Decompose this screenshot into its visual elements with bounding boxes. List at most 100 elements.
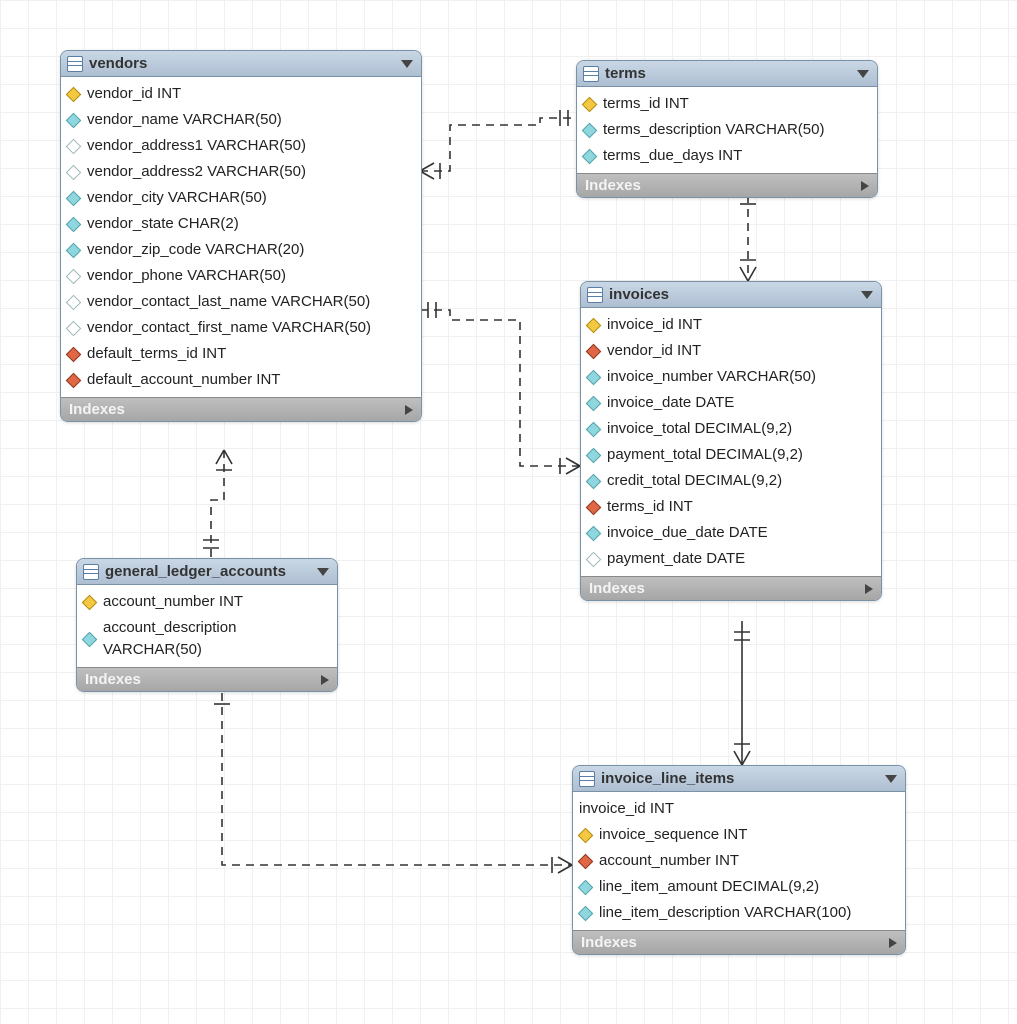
column-row[interactable]: invoice_id INT — [579, 796, 899, 822]
table-header-lineitems[interactable]: invoice_line_items — [573, 766, 905, 792]
column-row[interactable]: payment_total DECIMAL(9,2) — [587, 442, 875, 468]
attr-null-icon — [66, 268, 82, 284]
column-row[interactable]: invoice_number VARCHAR(50) — [587, 364, 875, 390]
column-row[interactable]: vendor_id INT — [587, 338, 875, 364]
column-row[interactable]: credit_total DECIMAL(9,2) — [587, 468, 875, 494]
column-label: vendor_contact_last_name VARCHAR(50) — [87, 291, 370, 313]
table-title: invoice_line_items — [601, 770, 734, 787]
column-row[interactable]: invoice_date DATE — [587, 390, 875, 416]
table-icon — [83, 564, 99, 580]
indexes-bar[interactable]: Indexes — [573, 930, 905, 954]
column-row[interactable]: vendor_state CHAR(2) — [67, 211, 415, 237]
column-row[interactable]: vendor_name VARCHAR(50) — [67, 107, 415, 133]
column-row[interactable]: invoice_total DECIMAL(9,2) — [587, 416, 875, 442]
columns-lineitems: invoice_id INTinvoice_sequence INTaccoun… — [573, 792, 905, 930]
column-row[interactable]: invoice_due_date DATE — [587, 520, 875, 546]
indexes-bar[interactable]: Indexes — [77, 667, 337, 691]
column-label: vendor_phone VARCHAR(50) — [87, 265, 286, 287]
column-row[interactable]: vendor_contact_first_name VARCHAR(50) — [67, 315, 415, 341]
column-row[interactable]: vendor_contact_last_name VARCHAR(50) — [67, 289, 415, 315]
column-row[interactable]: terms_description VARCHAR(50) — [583, 117, 871, 143]
table-icon — [583, 66, 599, 82]
column-label: payment_date DATE — [607, 548, 745, 570]
fk-icon — [66, 372, 82, 388]
column-row[interactable]: account_description VARCHAR(50) — [83, 615, 331, 663]
attr-icon — [66, 242, 82, 258]
attr-icon — [578, 879, 594, 895]
column-row[interactable]: vendor_id INT — [67, 81, 415, 107]
table-terms[interactable]: terms terms_id INTterms_description VARC… — [576, 60, 878, 198]
attr-icon — [578, 905, 594, 921]
column-label: invoice_total DECIMAL(9,2) — [607, 418, 792, 440]
table-header-terms[interactable]: terms — [577, 61, 877, 87]
column-row[interactable]: default_terms_id INT — [67, 341, 415, 367]
column-label: vendor_state CHAR(2) — [87, 213, 239, 235]
column-row[interactable]: account_number INT — [83, 589, 331, 615]
column-label: account_number INT — [599, 850, 739, 872]
column-label: invoice_number VARCHAR(50) — [607, 366, 816, 388]
attr-icon — [66, 112, 82, 128]
table-vendors[interactable]: vendors vendor_id INT vendor_name VARCHAR… — [60, 50, 422, 422]
attr-null-icon — [66, 320, 82, 336]
collapse-icon[interactable] — [317, 568, 329, 576]
column-label: line_item_amount DECIMAL(9,2) — [599, 876, 819, 898]
column-row[interactable]: line_item_amount DECIMAL(9,2) — [579, 874, 899, 900]
column-row[interactable]: invoice_sequence INT — [579, 822, 899, 848]
table-header-gla[interactable]: general_ledger_accounts — [77, 559, 337, 585]
expand-icon[interactable] — [865, 584, 873, 594]
column-row[interactable]: terms_id INT — [583, 91, 871, 117]
columns-vendors: vendor_id INT vendor_name VARCHAR(50) vend… — [61, 77, 421, 397]
column-row[interactable]: invoice_id INT — [587, 312, 875, 338]
column-row[interactable]: vendor_zip_code VARCHAR(20) — [67, 237, 415, 263]
expand-icon[interactable] — [405, 405, 413, 415]
column-label: account_description VARCHAR(50) — [103, 617, 331, 661]
indexes-label: Indexes — [589, 580, 645, 597]
column-row[interactable]: vendor_city VARCHAR(50) — [67, 185, 415, 211]
indexes-bar[interactable]: Indexes — [581, 576, 881, 600]
table-general-ledger-accounts[interactable]: general_ledger_accounts account_number I… — [76, 558, 338, 692]
attr-icon — [82, 631, 98, 647]
pk-icon — [578, 827, 594, 843]
attr-null-icon — [66, 294, 82, 310]
table-title: terms — [605, 65, 646, 82]
table-header-invoices[interactable]: invoices — [581, 282, 881, 308]
table-invoice-line-items[interactable]: invoice_line_items invoice_id INTinvoice… — [572, 765, 906, 955]
column-label: default_terms_id INT — [87, 343, 226, 365]
attr-icon — [582, 122, 598, 138]
collapse-icon[interactable] — [401, 60, 413, 68]
collapse-icon[interactable] — [885, 775, 897, 783]
indexes-label: Indexes — [69, 401, 125, 418]
collapse-icon[interactable] — [861, 291, 873, 299]
table-header-vendors[interactable]: vendors — [61, 51, 421, 77]
columns-gla: account_number INTaccount_description VA… — [77, 585, 337, 667]
column-row[interactable]: terms_due_days INT — [583, 143, 871, 169]
table-invoices[interactable]: invoices invoice_id INTvendor_id INTinvo… — [580, 281, 882, 601]
column-label: terms_description VARCHAR(50) — [603, 119, 824, 141]
column-label: default_account_number INT — [87, 369, 280, 391]
column-row[interactable]: terms_id INT — [587, 494, 875, 520]
indexes-bar[interactable]: Indexes — [61, 397, 421, 421]
column-row[interactable]: default_account_number INT — [67, 367, 415, 393]
attr-icon — [586, 395, 602, 411]
column-row[interactable]: payment_date DATE — [587, 546, 875, 572]
attr-icon — [586, 473, 602, 489]
pk-icon — [582, 96, 598, 112]
column-label: vendor_address2 VARCHAR(50) — [87, 161, 306, 183]
table-title: vendors — [89, 55, 147, 72]
column-label: vendor_name VARCHAR(50) — [87, 109, 282, 131]
column-row[interactable]: vendor_phone VARCHAR(50) — [67, 263, 415, 289]
column-row[interactable]: vendor_address2 VARCHAR(50) — [67, 159, 415, 185]
column-row[interactable]: vendor_address1 VARCHAR(50) — [67, 133, 415, 159]
column-label: payment_total DECIMAL(9,2) — [607, 444, 803, 466]
expand-icon[interactable] — [889, 938, 897, 948]
column-label: invoice_due_date DATE — [607, 522, 768, 544]
collapse-icon[interactable] — [857, 70, 869, 78]
expand-icon[interactable] — [861, 181, 869, 191]
indexes-bar[interactable]: Indexes — [577, 173, 877, 197]
attr-icon — [586, 447, 602, 463]
column-label: vendor_id INT — [87, 83, 181, 105]
column-row[interactable]: account_number INT — [579, 848, 899, 874]
column-label: vendor_address1 VARCHAR(50) — [87, 135, 306, 157]
expand-icon[interactable] — [321, 675, 329, 685]
column-row[interactable]: line_item_description VARCHAR(100) — [579, 900, 899, 926]
